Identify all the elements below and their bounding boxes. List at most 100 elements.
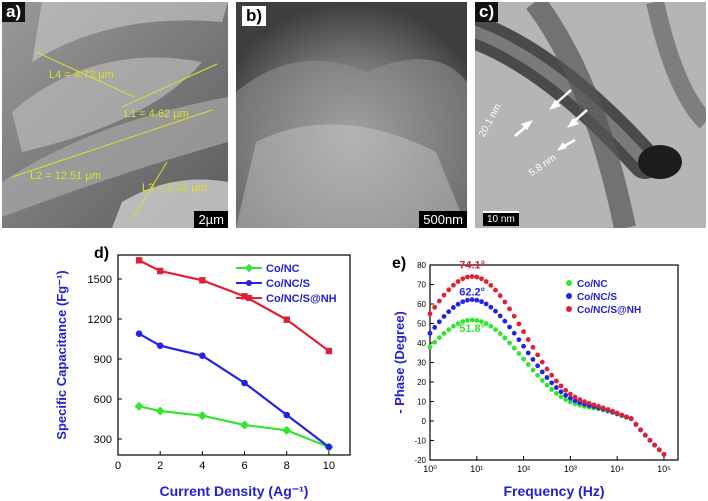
chart-e-point: [661, 451, 667, 457]
measurement-l4: L4 = 4.72 µm: [49, 69, 114, 81]
chart-e-point: [474, 274, 480, 280]
chart-d: d) 300 600 900 1200 1500 0 2 4 6 8 10 Current Densit…: [54, 245, 351, 499]
panel-a-scale-bar: 2µm: [194, 211, 228, 228]
chart-e-legend-label: Co/NC: [577, 279, 608, 290]
chart-e-point: [656, 447, 662, 453]
chart-e-point: [469, 297, 475, 303]
chart-e-point: [530, 344, 536, 350]
chart-e-point: [507, 306, 512, 312]
chart-e-point: [647, 437, 653, 443]
chart-e-point: [474, 317, 480, 323]
chart-e-xtick-label: 10⁵: [657, 464, 671, 474]
chart-d-point: [156, 267, 164, 275]
chart-d-point: [199, 277, 206, 284]
chart-e-point: [521, 356, 526, 362]
chart-d-legend-label: Co/NC/S: [266, 278, 310, 290]
chart-e-xtick-label: 10³: [564, 464, 577, 474]
chart-d-xtick-label: 8: [284, 460, 290, 472]
chart-e-point: [567, 391, 573, 397]
chart-e-xtick-label: 10⁰: [423, 464, 437, 474]
chart-e-point: [427, 330, 433, 336]
chart-e-point: [479, 299, 484, 305]
measurement-l2: L2 = 12.51 µm: [30, 170, 101, 182]
chart-e-point: [493, 308, 498, 314]
chart-e-point: [493, 287, 498, 293]
chart-e-point: [497, 313, 503, 319]
chart-d-legend-marker: [246, 295, 252, 301]
chart-e: e) -20 -10 0 10 20 30 40 50 60 70 80 10⁰ 10¹ 10² 10³ 10⁴…: [392, 255, 679, 499]
panel-a-label: a): [2, 2, 26, 22]
chart-e-point: [455, 321, 461, 326]
chart-e-point: [624, 414, 629, 420]
chart-d-legend-label: Co/NC/S@NH: [266, 293, 337, 305]
chart-d-point: [325, 443, 333, 451]
chart-e-point: [460, 299, 466, 305]
chart-e-point: [567, 395, 573, 401]
chart-d-xtick-label: 4: [199, 460, 205, 472]
chart-e-point: [450, 323, 456, 329]
chart-e-point: [563, 392, 569, 398]
chart-e-point: [488, 282, 494, 288]
panel-b-scale-bar: 500nm: [419, 211, 467, 228]
panel-b-sem-image: b) 500nm: [236, 2, 467, 228]
chart-e-point: [521, 343, 526, 349]
chart-e-point: [441, 331, 447, 336]
chart-d-xtick-label: 6: [241, 460, 247, 472]
chart-e-point: [591, 402, 597, 408]
chart-e-point: [544, 366, 550, 372]
chart-e-point: [614, 410, 620, 416]
chart-e-point: [511, 345, 517, 351]
chart-d-point: [135, 257, 143, 264]
chart-e-point: [446, 287, 452, 293]
chart-e-annotation: 62.2°: [459, 287, 485, 299]
chart-e-legend-marker: [566, 280, 572, 286]
chart-d-xtick-label: 2: [157, 460, 163, 472]
chart-d-series-line: [138, 332, 330, 448]
chart-e-annotation: 74.1°: [459, 260, 485, 272]
chart-e-point: [455, 279, 461, 284]
chart-e-point: [638, 427, 643, 433]
chart-e-point: [436, 335, 442, 341]
chart-e-point: [516, 321, 522, 327]
chart-d-xtick-label: 0: [115, 460, 121, 472]
chart-e-point: [436, 298, 442, 304]
chart-e-point: [600, 405, 606, 411]
chart-e-point: [479, 319, 484, 324]
chart-e-point: [488, 323, 494, 329]
chart-e-point: [539, 369, 545, 375]
chart-e-point: [479, 276, 484, 282]
panel-c-tem-image: c) 20.1 nm 5.8 nm 10 nm: [475, 2, 706, 228]
chart-d-ytick-label: 300: [94, 434, 112, 446]
chart-e-point: [535, 363, 541, 369]
chart-e-legend-marker: [566, 306, 572, 312]
chart-e-point: [497, 331, 503, 336]
chart-e-point: [563, 397, 569, 403]
chart-e-point: [483, 321, 489, 326]
chart-d-label: d): [94, 245, 109, 262]
chart-e-ytick-label: 70: [417, 281, 426, 290]
chart-d-point: [155, 406, 165, 416]
chart-e-xtick-label: 10¹: [470, 464, 483, 474]
chart-e-point: [553, 385, 559, 390]
chart-e-ylabel: - Phase (Degree): [392, 311, 407, 414]
chart-d-ytick-label: 1200: [88, 314, 112, 326]
chart-e-ytick-label: 60: [417, 300, 426, 309]
chart-e-point: [507, 324, 512, 330]
chart-e-point: [572, 398, 578, 404]
chart-d-ylabel: Specific Capacitance (Fg⁻¹): [54, 270, 69, 439]
chart-e-point: [549, 387, 555, 392]
chart-e-ytick-label: -10: [414, 437, 426, 446]
chart-e-point: [516, 337, 522, 343]
chart-d-point: [283, 411, 291, 419]
panel-a-graphic: [2, 2, 228, 228]
chart-e-ytick-label: -20: [414, 456, 426, 465]
chart-e-point: [511, 330, 517, 336]
chart-e-point: [432, 304, 438, 310]
chart-e-point: [497, 293, 503, 299]
chart-d-point: [241, 293, 248, 300]
chart-e-point: [502, 318, 508, 324]
chart-e-point: [446, 327, 452, 333]
chart-d-xlabel: Current Density (Ag⁻¹): [160, 483, 309, 499]
chart-d-point: [199, 352, 206, 359]
chart-e-point: [577, 397, 583, 402]
